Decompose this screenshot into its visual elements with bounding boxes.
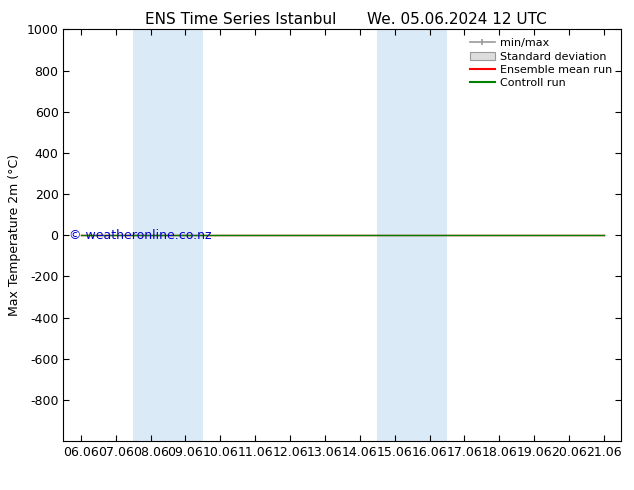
Legend: min/max, Standard deviation, Ensemble mean run, Controll run: min/max, Standard deviation, Ensemble me… xyxy=(467,35,616,92)
Text: © weatheronline.co.nz: © weatheronline.co.nz xyxy=(69,229,212,242)
Bar xyxy=(133,29,203,441)
Text: ENS Time Series Istanbul: ENS Time Series Istanbul xyxy=(145,12,337,27)
Bar xyxy=(377,29,447,441)
Y-axis label: Max Temperature 2m (°C): Max Temperature 2m (°C) xyxy=(8,154,21,316)
Text: We. 05.06.2024 12 UTC: We. 05.06.2024 12 UTC xyxy=(366,12,547,27)
